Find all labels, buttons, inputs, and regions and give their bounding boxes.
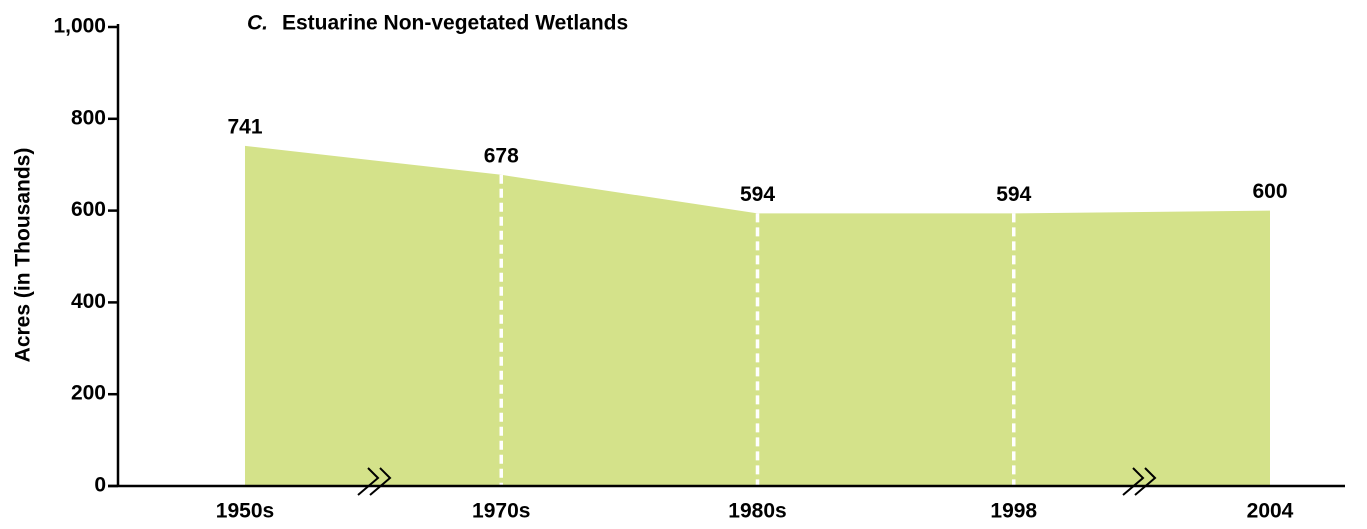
y-tick-label: 0: [94, 474, 106, 497]
chart-title: Estuarine Non-vegetated Wetlands: [282, 12, 628, 35]
y-tick-label: 600: [71, 198, 106, 221]
panel-label: C.: [247, 12, 268, 35]
y-tick-label: 1,000: [53, 15, 106, 38]
x-tick-label: 2004: [1247, 500, 1294, 523]
y-tick-label: 800: [71, 106, 106, 129]
value-label: 678: [484, 144, 519, 167]
x-tick-label: 1980s: [728, 500, 786, 523]
x-tick-label: 1998: [990, 500, 1037, 523]
y-tick-label: 200: [71, 382, 106, 405]
value-label: 594: [996, 183, 1031, 206]
x-tick-label: 1970s: [472, 500, 530, 523]
y-axis-label: Acres (in Thousands): [12, 148, 35, 363]
value-label: 600: [1252, 180, 1287, 203]
x-tick-label: 1950s: [216, 500, 274, 523]
axis-break: [357, 467, 1157, 496]
value-label: 741: [227, 115, 262, 138]
value-label: 594: [740, 183, 775, 206]
y-tick-label: 400: [71, 290, 106, 313]
plot: 741 678 594 594 600: [227, 115, 1288, 487]
